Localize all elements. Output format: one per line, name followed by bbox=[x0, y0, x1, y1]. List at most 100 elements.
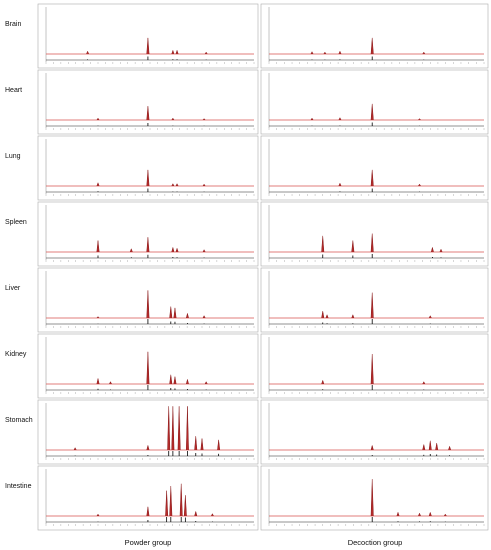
peak bbox=[310, 51, 314, 55]
peak bbox=[370, 37, 374, 55]
peak bbox=[351, 314, 355, 319]
peak bbox=[428, 315, 432, 319]
peak bbox=[422, 444, 426, 451]
peak bbox=[146, 169, 150, 187]
peak bbox=[96, 240, 100, 253]
panel-frame bbox=[260, 3, 489, 69]
peak bbox=[109, 381, 112, 385]
peak bbox=[171, 117, 175, 121]
peak bbox=[370, 354, 374, 385]
panel-frame bbox=[260, 333, 489, 399]
peak bbox=[129, 248, 133, 253]
peak bbox=[86, 50, 90, 55]
peak bbox=[370, 479, 374, 517]
peak bbox=[96, 513, 100, 517]
peak bbox=[167, 406, 171, 451]
peak bbox=[171, 246, 175, 253]
peak bbox=[73, 447, 77, 451]
peak bbox=[338, 182, 342, 187]
peak bbox=[321, 379, 325, 385]
peak bbox=[435, 443, 439, 451]
peak bbox=[96, 182, 100, 187]
column-label: Powder group bbox=[125, 538, 172, 547]
peak bbox=[321, 311, 325, 319]
peak bbox=[146, 290, 150, 319]
panel-frame bbox=[37, 465, 259, 531]
peak bbox=[96, 316, 100, 319]
row-label: Lung bbox=[5, 153, 21, 160]
peak bbox=[169, 306, 173, 319]
peak bbox=[370, 233, 374, 253]
peak bbox=[325, 314, 329, 319]
panel-frame bbox=[260, 399, 489, 465]
peak bbox=[175, 49, 179, 55]
peak bbox=[443, 513, 447, 517]
peak bbox=[217, 439, 221, 451]
panel-frame bbox=[260, 465, 489, 531]
peak bbox=[338, 50, 342, 55]
peak bbox=[370, 103, 374, 121]
peak bbox=[448, 445, 452, 451]
peak bbox=[175, 183, 179, 187]
peak bbox=[175, 247, 179, 253]
peak bbox=[351, 240, 355, 253]
row-label: Intestine bbox=[5, 483, 32, 490]
peak bbox=[177, 406, 181, 451]
peak bbox=[202, 183, 206, 187]
row-label: Stomach bbox=[5, 417, 33, 424]
peak bbox=[179, 483, 183, 517]
peak bbox=[96, 378, 100, 385]
peak bbox=[323, 51, 327, 55]
peak bbox=[173, 307, 177, 319]
peak bbox=[396, 511, 400, 517]
peak bbox=[146, 506, 150, 517]
row-label: Spleen bbox=[5, 219, 27, 226]
peak bbox=[422, 51, 426, 55]
peak bbox=[171, 49, 175, 55]
panel-frame bbox=[37, 399, 259, 465]
peak bbox=[370, 169, 374, 187]
peak bbox=[146, 444, 150, 451]
panel-frame bbox=[260, 267, 489, 333]
peak bbox=[422, 381, 426, 385]
peak bbox=[370, 444, 374, 451]
peak bbox=[194, 436, 198, 451]
peak bbox=[146, 351, 150, 385]
peak bbox=[171, 406, 175, 451]
peak bbox=[204, 381, 208, 385]
column-label: Decoction group bbox=[348, 538, 403, 547]
peak bbox=[321, 235, 325, 253]
peak bbox=[194, 510, 198, 517]
peak bbox=[146, 37, 150, 55]
row-label: Heart bbox=[5, 87, 22, 94]
peak bbox=[202, 118, 206, 121]
peak bbox=[173, 376, 177, 385]
panel-frame bbox=[260, 135, 489, 201]
row-label: Brain bbox=[5, 21, 21, 28]
peak bbox=[146, 237, 150, 253]
peak bbox=[146, 106, 150, 121]
peak bbox=[165, 490, 169, 517]
peak bbox=[210, 513, 214, 517]
peak bbox=[439, 248, 443, 253]
peak bbox=[171, 183, 175, 187]
peak bbox=[185, 406, 189, 451]
peak bbox=[418, 512, 421, 517]
peak bbox=[183, 495, 187, 517]
peak bbox=[370, 292, 374, 319]
peak bbox=[338, 117, 342, 121]
peak bbox=[169, 486, 173, 517]
peak bbox=[169, 374, 173, 385]
row-label: Kidney bbox=[5, 351, 27, 358]
peak bbox=[428, 440, 432, 451]
peak bbox=[428, 511, 432, 517]
peak bbox=[430, 246, 434, 253]
peak bbox=[96, 117, 100, 121]
peak bbox=[202, 249, 206, 253]
peak bbox=[185, 378, 189, 385]
peak bbox=[418, 118, 421, 121]
panel-frame bbox=[260, 201, 489, 267]
row-label: Liver bbox=[5, 285, 21, 292]
peak bbox=[310, 117, 314, 121]
